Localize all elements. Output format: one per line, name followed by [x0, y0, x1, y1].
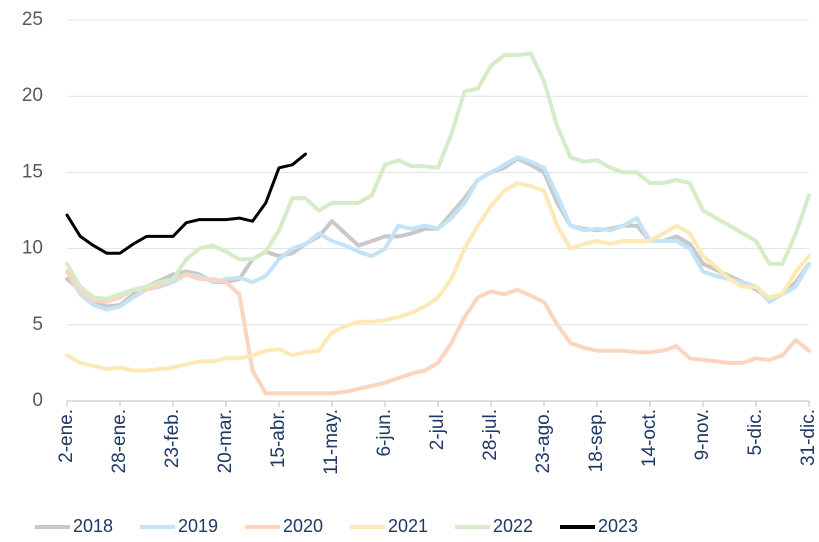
- x-tick-label: 28-jul.: [480, 409, 501, 461]
- y-tick-label: 0: [32, 390, 43, 411]
- x-tick-label: 15-abr.: [268, 409, 289, 468]
- legend-label: 2019: [178, 516, 218, 536]
- legend-label: 2018: [73, 516, 113, 536]
- y-tick-label: 5: [32, 314, 43, 335]
- series-line: [65, 51, 811, 301]
- y-tick-label: 20: [22, 85, 43, 106]
- x-tick-label: 6-jun.: [374, 409, 395, 457]
- y-tick-label: 15: [22, 161, 43, 182]
- legend-label: 2022: [493, 516, 533, 536]
- legend-label: 2021: [388, 516, 428, 536]
- x-tick-label: 5-dic.: [745, 409, 766, 455]
- x-tick-label: 18-sep.: [586, 409, 607, 472]
- x-tick-label: 14-oct.: [639, 409, 660, 467]
- series-line: [65, 269, 811, 396]
- x-tick-label: 2-jul.: [427, 409, 448, 450]
- x-tick-label: 23-feb.: [162, 409, 183, 468]
- x-tick-label: 9-nov.: [692, 409, 713, 460]
- y-tick-label: 25: [22, 9, 43, 30]
- series-line: [65, 181, 811, 373]
- legend-label: 2023: [598, 516, 638, 536]
- x-tick-label: 23-ago.: [533, 409, 554, 473]
- y-tick-label: 10: [22, 238, 43, 259]
- x-tick-label: 20-mar.: [215, 409, 236, 473]
- x-tick-label: 28-ene.: [109, 409, 130, 473]
- x-tick-label: 2-ene.: [56, 409, 77, 463]
- series-line: [65, 152, 307, 255]
- x-tick-label: 31-dic.: [798, 409, 819, 466]
- x-tick-label: 11-may.: [321, 409, 342, 475]
- series-line: [65, 155, 811, 312]
- legend-label: 2020: [283, 516, 323, 536]
